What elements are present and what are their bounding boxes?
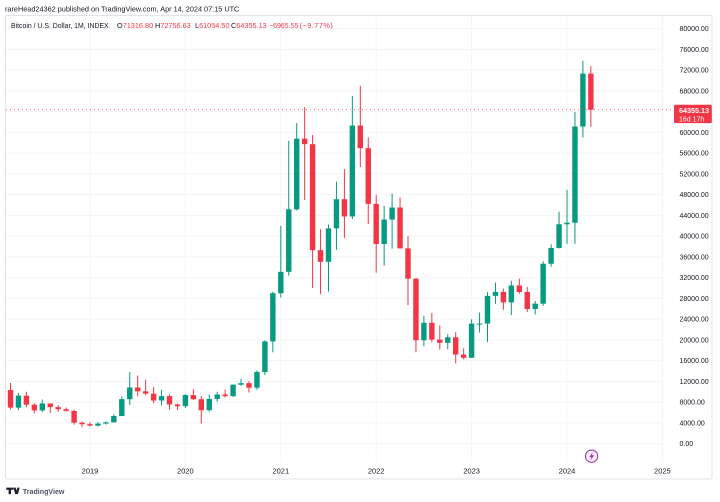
svg-text:2021: 2021: [272, 467, 289, 476]
svg-text:28000.00: 28000.00: [680, 296, 709, 303]
svg-text:TradingView: TradingView: [23, 488, 65, 496]
svg-text:Bitcoin / U.S. Dollar, 1M, IND: Bitcoin / U.S. Dollar, 1M, INDEX O71316.8…: [11, 21, 333, 30]
svg-text:56000.00: 56000.00: [680, 151, 709, 158]
svg-text:2024: 2024: [559, 467, 576, 476]
svg-text:80000.00: 80000.00: [680, 26, 709, 33]
svg-text:48000.00: 48000.00: [680, 192, 709, 199]
svg-text:68000.00: 68000.00: [680, 88, 709, 95]
svg-text:16000.00: 16000.00: [680, 358, 709, 365]
svg-text:52000.00: 52000.00: [680, 171, 709, 178]
svg-text:40000.00: 40000.00: [680, 234, 709, 241]
svg-text:2025: 2025: [654, 467, 671, 476]
svg-text:32000.00: 32000.00: [680, 275, 709, 282]
svg-text:20000.00: 20000.00: [680, 337, 709, 344]
svg-text:2019: 2019: [82, 467, 99, 476]
svg-text:76000.00: 76000.00: [680, 47, 709, 54]
svg-text:8000.00: 8000.00: [680, 400, 705, 407]
svg-text:64355.13: 64355.13: [679, 106, 709, 115]
svg-text:44000.00: 44000.00: [680, 213, 709, 220]
svg-text:16d 17h: 16d 17h: [679, 116, 704, 123]
svg-text:4000.00: 4000.00: [680, 420, 705, 427]
svg-text:36000.00: 36000.00: [680, 254, 709, 261]
svg-text:2023: 2023: [463, 467, 480, 476]
svg-text:2020: 2020: [177, 467, 194, 476]
svg-text:72000.00: 72000.00: [680, 68, 709, 75]
svg-text:rareHead24362 published on Tra: rareHead24362 published on TradingView.c…: [5, 4, 239, 13]
svg-text:12000.00: 12000.00: [680, 379, 709, 386]
svg-text:2022: 2022: [368, 467, 385, 476]
svg-text:24000.00: 24000.00: [680, 317, 709, 324]
svg-text:0.00: 0.00: [680, 441, 694, 448]
svg-text:60000.00: 60000.00: [680, 130, 709, 137]
